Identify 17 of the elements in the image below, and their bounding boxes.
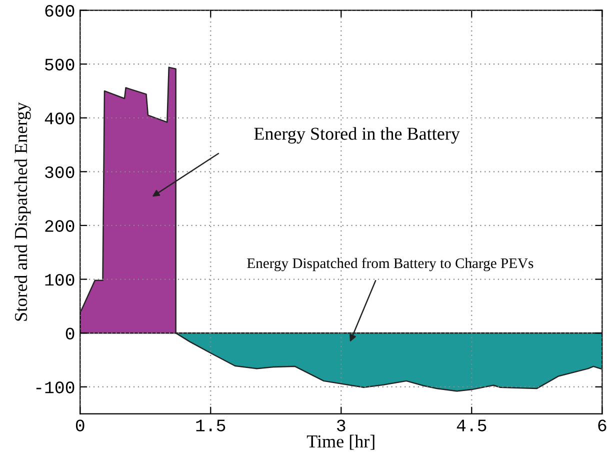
y-tick-label: 300 (45, 166, 74, 178)
x-tick-label: 3 (337, 420, 346, 432)
y-tick-label: 500 (45, 58, 74, 71)
x-tick-label: 1.5 (196, 420, 226, 432)
y-tick-label: 600 (45, 4, 74, 17)
y-axis-title: Stored and Dispatched Energy (14, 102, 31, 321)
y-tick-label: 400 (44, 112, 74, 124)
y-tick-label: 0 (66, 328, 74, 340)
annotation: Energy Dispatched from Battery to Charge PEVs (247, 258, 534, 272)
x-tick-label: 4.5 (456, 420, 486, 432)
x-tick-label: 0 (76, 420, 84, 432)
y-tick-label: 100 (45, 274, 74, 286)
y-tick-label: -100 (36, 382, 74, 394)
annotation: Energy Stored in the Battery (254, 127, 460, 144)
x-tick-label: 6 (598, 420, 606, 432)
x-axis-title: Time [hr] (306, 434, 374, 450)
y-tick-label: 200 (45, 220, 74, 232)
